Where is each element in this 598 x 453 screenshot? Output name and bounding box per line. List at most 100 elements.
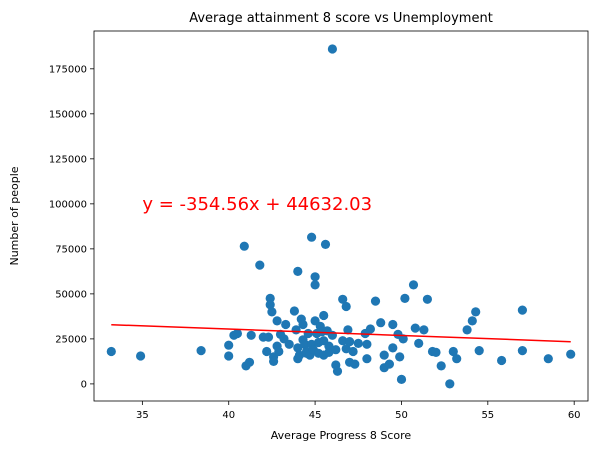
- y-axis-label: Number of people: [8, 166, 21, 265]
- data-point: [298, 319, 308, 330]
- data-point: [324, 341, 334, 351]
- data-point: [281, 319, 291, 330]
- data-point: [362, 339, 372, 349]
- data-point: [395, 352, 405, 362]
- data-point: [376, 318, 386, 328]
- data-point: [239, 241, 249, 251]
- y-tick-label: 75000: [55, 244, 87, 255]
- data-point: [471, 307, 481, 317]
- data-point: [224, 351, 234, 361]
- data-point: [343, 325, 353, 335]
- data-point: [384, 359, 394, 369]
- x-tick-label: 35: [136, 410, 149, 421]
- data-points: [106, 44, 576, 389]
- data-point: [284, 339, 294, 349]
- data-point: [246, 330, 256, 340]
- x-tick-label: 60: [568, 410, 581, 421]
- y-axis: 0 25000 50000 75000 100000 125000 150000 175000: [49, 64, 94, 390]
- x-tick-label: 55: [481, 410, 494, 421]
- x-tick-label: 50: [395, 410, 408, 421]
- data-point: [332, 366, 343, 376]
- data-point: [310, 280, 320, 290]
- data-point: [379, 350, 389, 360]
- data-point: [272, 316, 282, 326]
- data-point: [338, 294, 348, 304]
- data-point: [517, 346, 528, 356]
- data-point: [436, 361, 446, 371]
- data-point: [320, 239, 331, 249]
- data-point: [319, 310, 329, 321]
- regression-line: [111, 323, 571, 343]
- data-point: [274, 346, 284, 357]
- x-tick-label: 40: [222, 410, 235, 421]
- data-point: [303, 328, 313, 339]
- data-point: [293, 266, 303, 276]
- data-point: [362, 354, 372, 364]
- x-tick-label: 45: [309, 410, 322, 421]
- data-point: [269, 356, 279, 366]
- data-point: [414, 338, 424, 348]
- data-point: [410, 323, 420, 333]
- regression-equation: y = -354.56x + 44632.03: [142, 194, 372, 215]
- y-tick-label: 50000: [55, 289, 87, 300]
- data-point: [365, 324, 375, 334]
- data-point: [294, 350, 305, 360]
- data-point: [331, 345, 341, 355]
- data-point: [467, 316, 477, 326]
- data-point: [338, 336, 348, 346]
- data-point: [106, 346, 116, 357]
- data-point: [255, 260, 265, 270]
- data-point: [566, 349, 576, 359]
- data-point: [196, 346, 206, 356]
- data-point: [400, 293, 410, 303]
- plot-frame: [93, 30, 589, 402]
- data-point: [388, 343, 398, 353]
- y-tick-label: 150000: [49, 109, 87, 120]
- x-axis-label: Average Progress 8 Score: [271, 429, 412, 442]
- data-point: [497, 355, 507, 366]
- data-point: [474, 346, 484, 356]
- data-point: [232, 328, 242, 339]
- data-point: [408, 280, 419, 290]
- data-point: [345, 337, 355, 347]
- x-axis: 35 40 45 50 55 60: [136, 401, 581, 421]
- chart-title: Average attainment 8 score vs Unemployme…: [189, 11, 493, 26]
- data-point: [341, 344, 351, 354]
- data-point: [289, 306, 299, 316]
- data-point: [398, 334, 408, 344]
- data-point: [348, 346, 358, 357]
- data-point: [324, 347, 334, 357]
- data-point: [310, 272, 320, 282]
- data-point: [307, 232, 317, 242]
- y-tick-label: 0: [81, 379, 87, 390]
- y-tick-label: 125000: [49, 154, 87, 165]
- data-point: [517, 305, 528, 315]
- data-point: [388, 319, 398, 330]
- data-point: [353, 338, 363, 348]
- data-point: [431, 347, 441, 357]
- data-point: [265, 293, 275, 303]
- data-point: [462, 325, 472, 335]
- data-point: [262, 346, 272, 357]
- data-point: [341, 301, 351, 312]
- y-tick-label: 100000: [49, 199, 87, 210]
- y-tick-label: 175000: [49, 64, 87, 75]
- data-point: [370, 296, 381, 306]
- data-point: [445, 379, 455, 389]
- data-point: [448, 346, 458, 357]
- plot-area: y = -354.56x + 44632.03: [93, 30, 589, 402]
- data-point: [396, 374, 407, 384]
- data-point: [452, 354, 462, 364]
- data-point: [267, 307, 277, 317]
- data-point: [265, 300, 275, 310]
- data-point: [244, 357, 255, 367]
- data-point: [263, 332, 274, 342]
- data-point: [293, 343, 303, 353]
- data-point: [422, 294, 432, 304]
- data-point: [300, 339, 310, 349]
- data-point: [327, 44, 337, 54]
- y-tick-label: 25000: [55, 334, 87, 345]
- data-point: [543, 354, 553, 364]
- data-point: [350, 359, 360, 369]
